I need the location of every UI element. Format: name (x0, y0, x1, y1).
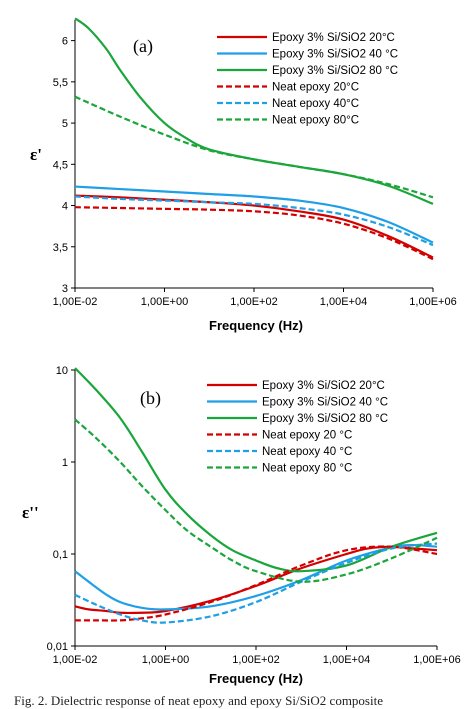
x-axis-title-a: Frequency (Hz) (209, 318, 303, 333)
legend-label: Neat epoxy 20 °C (262, 430, 352, 442)
y-tick-label: 3,5 (53, 242, 68, 254)
y-tick-label: 1 (62, 457, 68, 469)
legend-label: Epoxy 3% Si/SiO2 20°C (272, 32, 395, 44)
x-tick-label: 1,00E+06 (413, 654, 460, 666)
x-tick-label: 1,00E+00 (141, 296, 188, 308)
panel-label-a: (a) (133, 36, 153, 57)
figure-caption: Fig. 2. Dielectric response of neat epox… (14, 693, 383, 708)
y-tick-label: 0,1 (53, 549, 68, 561)
series-line-4 (74, 545, 438, 622)
y-tick-label: 5,5 (53, 77, 68, 89)
x-tick-label: 1,00E-02 (53, 654, 98, 666)
legend-label: Neat epoxy 80 °C (262, 463, 352, 475)
panel-label-b: (b) (140, 388, 161, 409)
series-line-3 (74, 17, 434, 205)
series-line-3 (74, 367, 438, 573)
y-tick-label: 4,5 (53, 159, 68, 171)
legend-label: Epoxy 3% Si/SiO2 40 °C (272, 49, 398, 61)
y-axis-title-b: ε'' (22, 503, 39, 522)
y-tick-label: 3 (62, 283, 68, 295)
panel-a: 1,00E-02 1,00E+00 1,00E+02 1,00E+04 1,00E+06… (30, 17, 457, 333)
series-line-2 (74, 543, 438, 611)
x-tick-label: 1,00E+04 (323, 654, 370, 666)
legend-label: Neat epoxy 20°C (272, 82, 359, 94)
x-tick-label: 1,00E+06 (409, 296, 456, 308)
legend-label: Epoxy 3% Si/SiO2 40 °C (262, 397, 388, 409)
series-line-5 (74, 542, 438, 624)
series-line-6 (74, 95, 434, 199)
legend-label: Epoxy 3% Si/SiO2 80 °C (272, 65, 398, 77)
x-axis-title-b: Frequency (Hz) (209, 671, 303, 686)
legend-label: Epoxy 3% Si/SiO2 80 °C (262, 413, 388, 425)
panel-b: 1,00E-02 1,00E+00 1,00E+02 1,00E+04 1,00E+06… (22, 365, 461, 686)
x-tick-label: 1,00E+00 (142, 654, 189, 666)
series-line-2 (74, 185, 434, 244)
series-line-1 (74, 545, 438, 615)
x-tick-label: 1,00E+02 (230, 296, 277, 308)
y-tick-label: 4 (62, 201, 68, 213)
legend-label: Epoxy 3% Si/SiO2 20°C (262, 380, 385, 392)
series-line-5 (74, 195, 434, 247)
y-tick-label: 5 (62, 118, 68, 130)
series-line-4 (74, 206, 434, 261)
y-tick-label: 6 (62, 36, 68, 48)
legend-label: Neat epoxy 40 °C (262, 446, 352, 458)
y-axis-title-a: ε' (30, 145, 42, 164)
series-line-1 (74, 194, 434, 259)
y-tick-label: 0,01 (47, 641, 68, 653)
series-line-6 (74, 418, 438, 583)
y-tick-label: 10 (56, 365, 68, 377)
x-tick-label: 1,00E+02 (232, 654, 279, 666)
legend-label: Neat epoxy 80°C (272, 115, 359, 127)
x-tick-label: 1,00E-02 (53, 296, 98, 308)
x-tick-label: 1,00E+04 (320, 296, 367, 308)
legend-label: Neat epoxy 40°C (272, 98, 359, 110)
